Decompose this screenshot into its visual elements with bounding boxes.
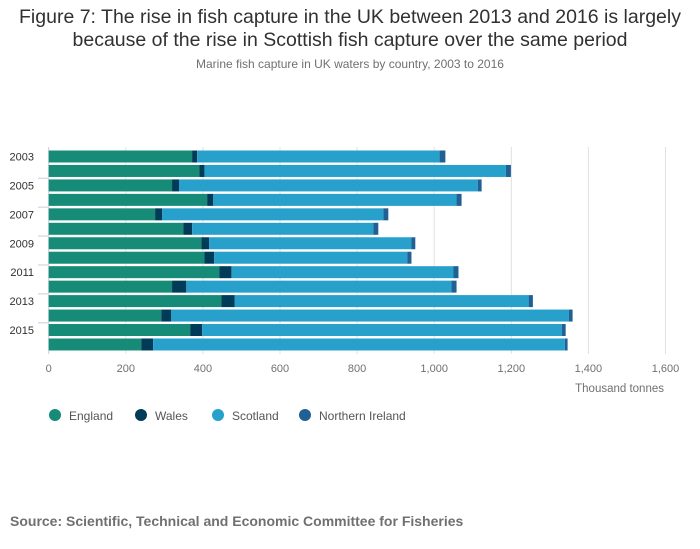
bar-northern-ireland-2016 [564,338,568,351]
bar-england-2012 [48,280,173,293]
bar-wales-2012 [172,280,187,293]
y-tick-label: 2007 [10,209,34,221]
bar-england-2010 [48,251,205,264]
legend-label: Scotland [232,409,279,423]
x-tick-label: 200 [117,363,135,375]
bar-northern-ireland-2010 [407,251,412,264]
bar-northern-ireland-2004 [505,164,511,177]
legend-marker-england [49,409,61,421]
bar-wales-2008 [183,222,193,235]
bar-northern-ireland-2009 [411,237,416,250]
bar-northern-ireland-2012 [451,280,457,293]
bar-wales-2009 [201,237,210,250]
bar-england-2013 [48,295,222,308]
bar-scotland-2009 [209,237,412,250]
x-tick-label: 1,600 [652,363,680,375]
bar-scotland-2006 [213,193,457,206]
legend-label: Wales [155,409,188,423]
bar-england-2003 [48,150,193,163]
bar-england-2009 [48,237,202,250]
x-tick-label: 400 [194,363,212,375]
bar-scotland-2003 [197,150,440,163]
chart-title: Figure 7: The rise in fish capture in th… [19,6,681,51]
bar-wales-2003 [192,150,198,163]
bar-northern-ireland-2008 [373,222,379,235]
bar-scotland-2004 [204,164,506,177]
bar-wales-2010 [204,251,215,264]
bar-scotland-2008 [192,222,374,235]
bar-england-2008 [48,222,184,235]
bar-northern-ireland-2015 [561,324,566,337]
source-note: Source: Scientific, Technical and Econom… [10,513,464,529]
bar-england-2005 [48,179,173,192]
bar-england-2004 [48,164,200,177]
bar-northern-ireland-2007 [383,208,389,221]
bar-wales-2011 [219,266,232,279]
bar-northern-ireland-2011 [453,266,459,279]
bar-wales-2007 [155,208,163,221]
bar-england-2016 [48,338,142,351]
y-tick-label: 2003 [10,152,34,164]
bar-wales-2005 [172,179,179,192]
bar-england-2006 [48,193,208,206]
y-tick-label: 2015 [10,325,34,337]
bar-northern-ireland-2006 [456,193,462,206]
legend-label: England [69,409,113,423]
y-tick-label: 2005 [10,180,34,192]
bar-scotland-2011 [231,266,454,279]
bar-wales-2004 [199,164,205,177]
bar-scotland-2012 [186,280,452,293]
bar-wales-2013 [221,295,235,308]
bar-scotland-2010 [214,251,408,264]
bar-chart: 0 200 400 600 800 1,000 1,200 1,400 1,600 Thousan… [10,147,680,423]
legend-marker-northern-ireland [299,409,311,421]
x-tick-label: 1,000 [420,363,448,375]
x-tick-label: 0 [46,363,52,375]
bar-wales-2016 [141,338,154,351]
bar-northern-ireland-2005 [477,179,482,192]
bar-england-2007 [48,208,156,221]
legend-marker-wales [135,409,147,421]
bar-scotland-2013 [234,295,529,308]
bar-northern-ireland-2014 [568,309,573,322]
bar-wales-2006 [207,193,214,206]
y-tick-label: 2011 [10,267,34,279]
bar-scotland-2007 [162,208,384,221]
bar-england-2011 [48,266,220,279]
bar-northern-ireland-2013 [528,295,533,308]
bar-northern-ireland-2003 [439,150,446,163]
bar-scotland-2005 [178,179,478,192]
x-tick-label: 1,200 [498,363,526,375]
legend-label: Northern Ireland [319,409,406,423]
y-tick-label: 2009 [10,238,34,250]
chart-subtitle: Marine fish capture in UK waters by coun… [196,57,504,71]
bar-scotland-2016 [153,338,565,351]
bar-scotland-2014 [171,309,569,322]
bar-england-2014 [48,309,162,322]
x-tick-label: 1,400 [575,363,603,375]
bar-scotland-2015 [202,324,562,337]
x-tick-label: 600 [271,363,289,375]
x-tick-label: 800 [348,363,366,375]
bar-england-2015 [48,324,191,337]
y-tick-label: 2013 [10,296,34,308]
bar-wales-2014 [161,309,172,322]
x-axis-title: Thousand tonnes [575,383,664,395]
legend-marker-scotland [212,409,224,421]
bar-wales-2015 [190,324,203,337]
